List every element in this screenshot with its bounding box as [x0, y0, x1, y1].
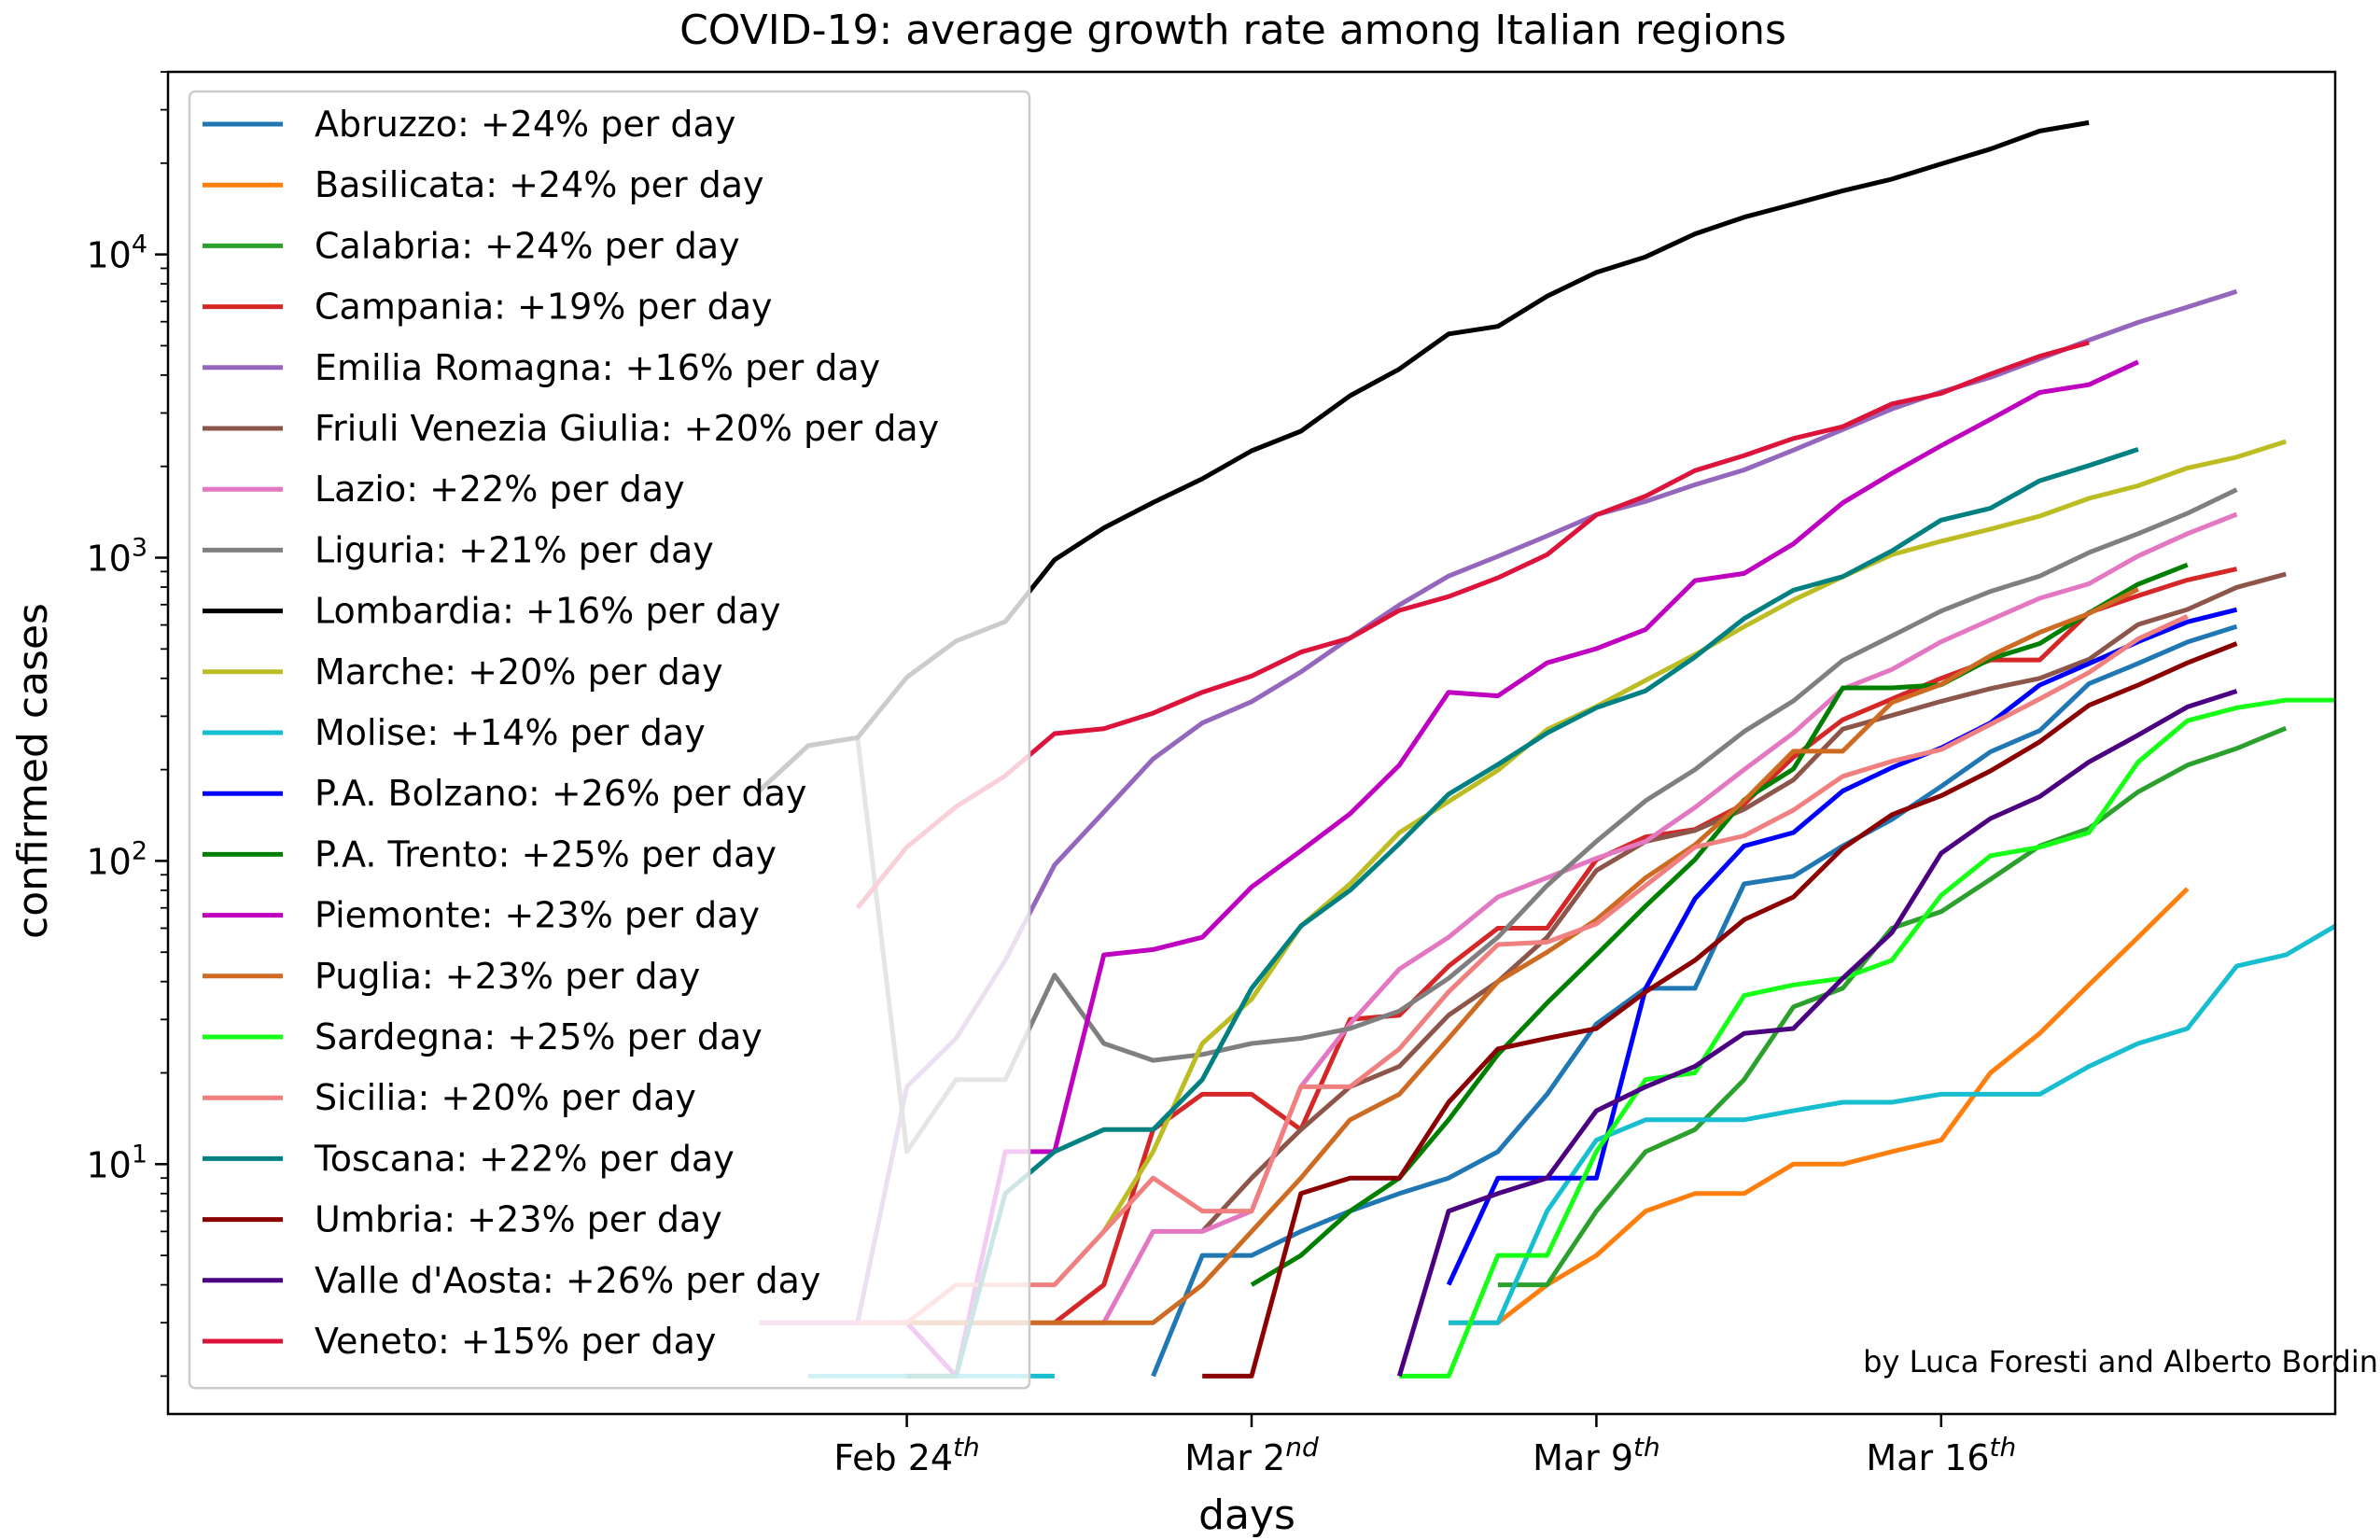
- legend-label-12: P.A. Trento: +25% per day: [315, 833, 777, 875]
- y-tick-label-1: 102: [86, 836, 147, 882]
- series-line-20: [855, 340, 2090, 910]
- series-line-18: [1202, 641, 2238, 1379]
- legend-label-19: Valle d'Aosta: +26% per day: [315, 1260, 820, 1301]
- x-tick-label-1: Mar 2nd: [1184, 1432, 1319, 1478]
- series-line-2: [1497, 725, 2288, 1288]
- legend-label-13: Piemonte: +23% per day: [315, 895, 760, 936]
- series-line-1: [1449, 887, 2190, 1325]
- legend-label-9: Marche: +20% per day: [315, 651, 723, 693]
- series-line-5: [1200, 571, 2287, 1234]
- legend-label-0: Abruzzo: +24% per day: [315, 104, 735, 145]
- legend-label-4: Emilia Romagna: +16% per day: [315, 347, 880, 388]
- legend-label-18: Umbria: +23% per day: [315, 1199, 722, 1240]
- legend-box: [188, 90, 1031, 1390]
- series-line-19: [1396, 689, 2238, 1378]
- axes: 101 102 103 104 Feb 24th Mar 2nd Mar 9th Mar 16…: [86, 70, 2337, 1478]
- x-axis-label: days: [1198, 1491, 1295, 1539]
- chart-title: COVID-19: average growth rate among Ital…: [679, 7, 1786, 54]
- legend-label-14: Puglia: +23% per day: [315, 956, 700, 997]
- series-line-11: [1446, 607, 2238, 1286]
- legend-label-16: Sicilia: +20% per day: [315, 1077, 696, 1118]
- legend: Abruzzo: +24% per day Basilicata: +24% pe…: [188, 90, 1031, 1390]
- series-line-13: [857, 359, 2139, 1379]
- x-tick-label-2: Mar 9th: [1533, 1432, 1660, 1478]
- legend-label-1: Basilicata: +24% per day: [315, 164, 764, 205]
- legend-label-5: Friuli Venezia Giulia: +20% per day: [315, 408, 939, 449]
- plot-area: [757, 119, 2335, 1379]
- legend-label-3: Campania: +19% per day: [315, 287, 773, 328]
- x-tick-label-3: Mar 16th: [1866, 1432, 2016, 1478]
- series-line-3: [1053, 567, 2238, 1325]
- series-line-16: [857, 614, 2189, 1325]
- series-line-17: [906, 447, 2139, 1379]
- series-line-15: [1399, 697, 2335, 1379]
- legend-label-6: Lazio: +22% per day: [315, 469, 685, 510]
- legend-label-11: P.A. Bolzano: +26% per day: [315, 773, 806, 814]
- x-tick-label-0: Feb 24th: [833, 1432, 979, 1478]
- credit-annotation: by Luca Foresti and Alberto Bordin: [1863, 1344, 2378, 1379]
- series-line-14: [906, 587, 2140, 1325]
- legend-label-17: Toscana: +22% per day: [314, 1138, 735, 1179]
- legend-label-15: Sardegna: +25% per day: [315, 1016, 763, 1057]
- legend-label-20: Veneto: +15% per day: [315, 1321, 716, 1362]
- y-axis-label: confirmed cases: [9, 603, 57, 939]
- legend-label-7: Liguria: +21% per day: [315, 529, 714, 570]
- legend-label-10: Molise: +14% per day: [315, 712, 706, 753]
- y-tick-label-0: 101: [86, 1140, 147, 1185]
- y-tick-label-2: 103: [86, 534, 147, 580]
- y-tick-label-3: 104: [86, 231, 147, 276]
- series-line-0: [1151, 623, 2238, 1378]
- legend-label-8: Lombardia: +16% per day: [315, 591, 780, 632]
- legend-label-2: Calabria: +24% per day: [315, 225, 740, 266]
